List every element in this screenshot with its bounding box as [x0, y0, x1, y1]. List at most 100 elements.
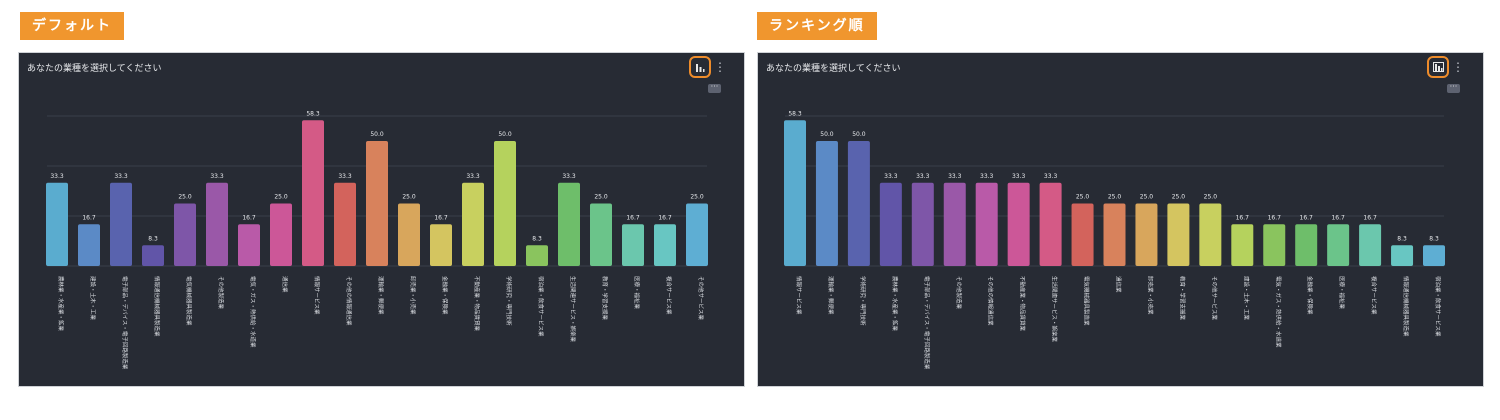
category-label: その他製造業 [955, 276, 963, 310]
category-label: 情報サービス業 [795, 276, 803, 315]
bar-value-label: 8.3 [1429, 235, 1439, 242]
category-label: その他サービス業 [697, 276, 705, 321]
bar-chart-ranking: 58.3 情報サービス業 50.0 運輸業・郵便業 50.0 学術研究・専門技術 33.3 農… [784, 110, 1445, 370]
bar[interactable] [238, 224, 260, 266]
bar-value-label: 25.0 [402, 194, 416, 201]
ranked-bar-chart-icon [1432, 62, 1444, 72]
bar[interactable] [1199, 203, 1222, 267]
category-label: 金融業・保険業 [441, 276, 449, 315]
category-label: 学術研究・専門技術 [505, 276, 513, 326]
bar[interactable] [558, 182, 580, 266]
more-options-button[interactable]: ··· [708, 83, 721, 93]
bar[interactable] [1007, 182, 1030, 266]
bar[interactable] [1423, 245, 1445, 266]
category-label: 運輸業・郵便業 [827, 276, 835, 315]
bar-value-label: 16.7 [658, 214, 672, 221]
category-label: 建設・土木・工業 [89, 276, 97, 321]
category-label: 農林業・水産業・鉱業 [57, 276, 65, 332]
category-label: 生活関連サービス・娯楽業 [1051, 276, 1059, 343]
bar-value-label: 25.0 [1204, 194, 1218, 201]
bar[interactable] [302, 120, 324, 266]
sort-toggle-button[interactable] [689, 56, 711, 78]
bar[interactable] [494, 141, 516, 266]
bar[interactable] [430, 224, 452, 266]
category-label: 通信業 [1115, 276, 1123, 293]
bar[interactable] [911, 182, 934, 266]
more-options-button[interactable]: ··· [1447, 83, 1460, 93]
category-label: 建設・土木・工業 [1242, 276, 1250, 321]
bar-value-label: 16.7 [626, 214, 640, 221]
bar[interactable] [206, 182, 228, 266]
bar[interactable] [1391, 245, 1414, 266]
bar[interactable] [46, 182, 68, 266]
bar[interactable] [174, 203, 196, 267]
category-label: 電気・ガス・熱供給・水道業 [249, 276, 257, 348]
bar[interactable] [1039, 182, 1062, 266]
category-label: 生活関連サービス・娯楽業 [569, 276, 577, 343]
category-label: その他の情報通信業 [345, 276, 353, 326]
category-label: 電気機械器具製造業 [1083, 276, 1091, 326]
bar[interactable] [1359, 224, 1382, 266]
bar[interactable] [815, 141, 838, 266]
bar[interactable] [110, 182, 132, 266]
settings-icon[interactable]: ⋮ [1452, 60, 1464, 74]
bar[interactable] [1295, 224, 1318, 266]
category-label: 複合サービス業 [665, 276, 673, 315]
bar-value-label: 16.7 [1331, 214, 1345, 221]
bar[interactable] [975, 182, 998, 266]
chart-panel-default: あなたの業種を選択してください ⋮ ··· 33.3 農林業・水産業・鉱業 16.7… [19, 53, 744, 386]
bar[interactable] [270, 203, 292, 267]
category-label: 不動産業・物品賃貸業 [473, 276, 481, 332]
bar[interactable] [686, 203, 708, 267]
bar[interactable] [784, 120, 806, 266]
bar-value-label: 25.0 [1172, 194, 1186, 201]
bar-value-label: 25.0 [274, 194, 288, 201]
category-label: その他サービス業 [1210, 276, 1218, 321]
bar[interactable] [142, 245, 164, 266]
bar-value-label: 16.7 [1236, 214, 1250, 221]
category-label: 通信業 [281, 276, 289, 293]
bar-value-label: 58.3 [788, 110, 802, 117]
bar-value-label: 25.0 [1108, 194, 1122, 201]
bar-value-label: 50.0 [852, 131, 866, 138]
bar[interactable] [943, 182, 966, 266]
category-label: その他製造業 [217, 276, 225, 310]
bar[interactable] [526, 245, 548, 266]
bar-value-label: 25.0 [594, 194, 608, 201]
bar[interactable] [398, 203, 420, 267]
settings-icon[interactable]: ⋮ [714, 60, 726, 74]
bar[interactable] [1103, 203, 1126, 267]
ranking-tag: ランキング順 [757, 12, 877, 40]
bar-value-label: 50.0 [498, 131, 512, 138]
bar[interactable] [334, 182, 356, 266]
panel-title: あなたの業種を選択してください [27, 64, 162, 74]
bar[interactable] [590, 203, 612, 267]
bar[interactable] [1327, 224, 1350, 266]
bar[interactable] [879, 182, 902, 266]
bar-value-label: 25.0 [178, 194, 192, 201]
bar-value-label: 25.0 [1076, 194, 1090, 201]
bar[interactable] [462, 182, 484, 266]
sort-toggle-button[interactable] [1427, 56, 1449, 78]
category-label: 情報通信機械器具製造業 [153, 276, 161, 337]
bar[interactable] [1231, 224, 1254, 266]
bar-value-label: 58.3 [306, 110, 320, 117]
bar-chart-default: 33.3 農林業・水産業・鉱業 16.7 建設・土木・工業 33.3 電子部品・デバイス・… [46, 110, 708, 370]
category-label: 教育・学習支援業 [1178, 276, 1186, 321]
bar-value-label: 50.0 [370, 131, 384, 138]
bar-value-label: 33.3 [562, 173, 576, 180]
category-label: 電子部品・デバイス・電子回路製造業 [923, 276, 931, 370]
bar-value-label: 16.7 [1268, 214, 1282, 221]
bar[interactable] [1135, 203, 1158, 267]
bar[interactable] [847, 141, 870, 266]
bar[interactable] [1071, 203, 1094, 267]
bar[interactable] [1263, 224, 1286, 266]
category-label: 医療・福祉業 [633, 276, 641, 310]
category-label: 学術研究・専門技術 [859, 276, 867, 326]
bar[interactable] [654, 224, 676, 266]
bar[interactable] [1167, 203, 1190, 267]
category-label: 電気・ガス・熱供給・水道業 [1274, 276, 1282, 348]
bar[interactable] [78, 224, 100, 266]
bar[interactable] [622, 224, 644, 266]
bar[interactable] [366, 141, 388, 266]
